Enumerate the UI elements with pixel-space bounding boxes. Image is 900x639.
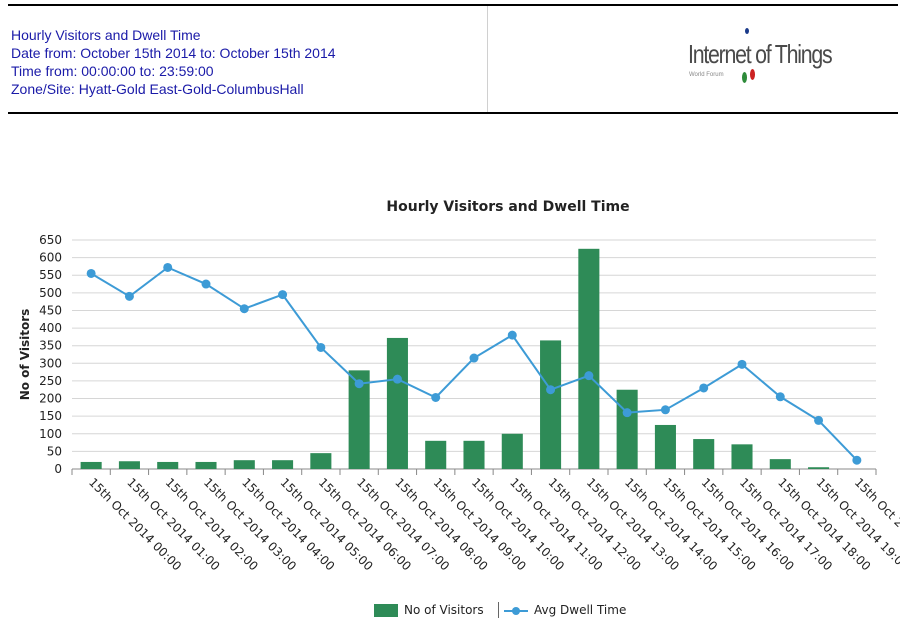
logo-text: Internet of Things <box>688 39 833 69</box>
logo-subtext: World Forum <box>689 72 724 78</box>
bar <box>118 461 140 469</box>
bar <box>463 440 485 469</box>
bar <box>310 453 332 469</box>
chart-title: Hourly Visitors and Dwell Time <box>386 199 630 215</box>
legend-divider <box>498 602 499 618</box>
dwell-time-point <box>660 405 670 415</box>
report-time-range: Time from: 00:00:00 to: 23:59:00 <box>11 63 214 79</box>
dwell-time-point <box>354 379 364 389</box>
legend-label-dwell: Avg Dwell Time <box>534 603 627 617</box>
bar <box>425 440 447 469</box>
bar <box>540 340 562 469</box>
legend-line-swatch-icon <box>504 607 528 615</box>
report-info: Hourly Visitors and Dwell Time Date from… <box>8 6 488 112</box>
bar <box>195 461 217 469</box>
bar <box>616 389 638 469</box>
bar <box>348 370 370 469</box>
dwell-time-point <box>507 330 517 340</box>
bar <box>386 337 408 469</box>
bar <box>731 444 753 469</box>
y-tick-label: 550 <box>39 268 62 282</box>
dwell-time-point <box>852 455 862 465</box>
legend-bar-swatch-icon <box>374 604 398 617</box>
bar <box>578 248 600 469</box>
logo-dot-blue <box>745 28 749 34</box>
y-tick-label: 650 <box>39 233 62 247</box>
dwell-time-point <box>201 279 211 289</box>
dwell-time-point <box>431 392 441 402</box>
bar <box>654 424 676 469</box>
y-tick-label: 50 <box>47 444 62 458</box>
dwell-time-point <box>584 371 594 381</box>
dwell-time-point <box>814 415 824 425</box>
y-tick-label: 450 <box>39 303 62 317</box>
report-title: Hourly Visitors and Dwell Time <box>11 27 201 43</box>
y-tick-label: 600 <box>39 251 62 265</box>
dwell-time-point <box>469 353 479 363</box>
dwell-time-point <box>546 385 556 395</box>
dwell-time-point <box>699 383 709 393</box>
dwell-time-point <box>86 268 96 278</box>
y-tick-label: 100 <box>39 427 62 441</box>
logo: Internet of Things World Forum <box>488 6 898 112</box>
y-tick-label: 300 <box>39 356 62 370</box>
y-tick-label: 200 <box>39 392 62 406</box>
dwell-time-point <box>239 304 249 314</box>
bar <box>501 433 523 469</box>
y-tick-label: 250 <box>39 374 62 388</box>
report-header: Hourly Visitors and Dwell Time Date from… <box>8 4 898 114</box>
logo-dot-red <box>750 69 755 80</box>
y-tick-label: 500 <box>39 286 62 300</box>
bar <box>693 439 715 469</box>
y-tick-label: 0 <box>54 462 62 476</box>
dwell-time-point <box>163 262 173 272</box>
legend-label-visitors: No of Visitors <box>404 603 484 617</box>
logo-dot-green <box>742 72 747 83</box>
dwell-time-point <box>622 408 632 418</box>
bar <box>80 461 102 469</box>
dwell-time-point <box>124 291 134 301</box>
dwell-time-point <box>392 374 402 384</box>
dwell-time-point <box>775 392 785 402</box>
dwell-time-point <box>316 342 326 352</box>
dwell-time-point <box>737 359 747 369</box>
dwell-time-point <box>278 290 288 300</box>
bar <box>808 467 830 469</box>
y-tick-label: 150 <box>39 409 62 423</box>
bar <box>233 460 255 469</box>
bar <box>272 460 294 469</box>
y-axis-label: No of Visitors <box>18 309 32 401</box>
bar <box>769 459 791 469</box>
report-date-range: Date from: October 15th 2014 to: October… <box>11 45 336 61</box>
y-tick-label: 350 <box>39 339 62 353</box>
bar <box>157 461 179 469</box>
y-tick-label: 400 <box>39 321 62 335</box>
report-zone: Zone/Site: Hyatt-Gold East-Gold-Columbus… <box>11 81 304 97</box>
